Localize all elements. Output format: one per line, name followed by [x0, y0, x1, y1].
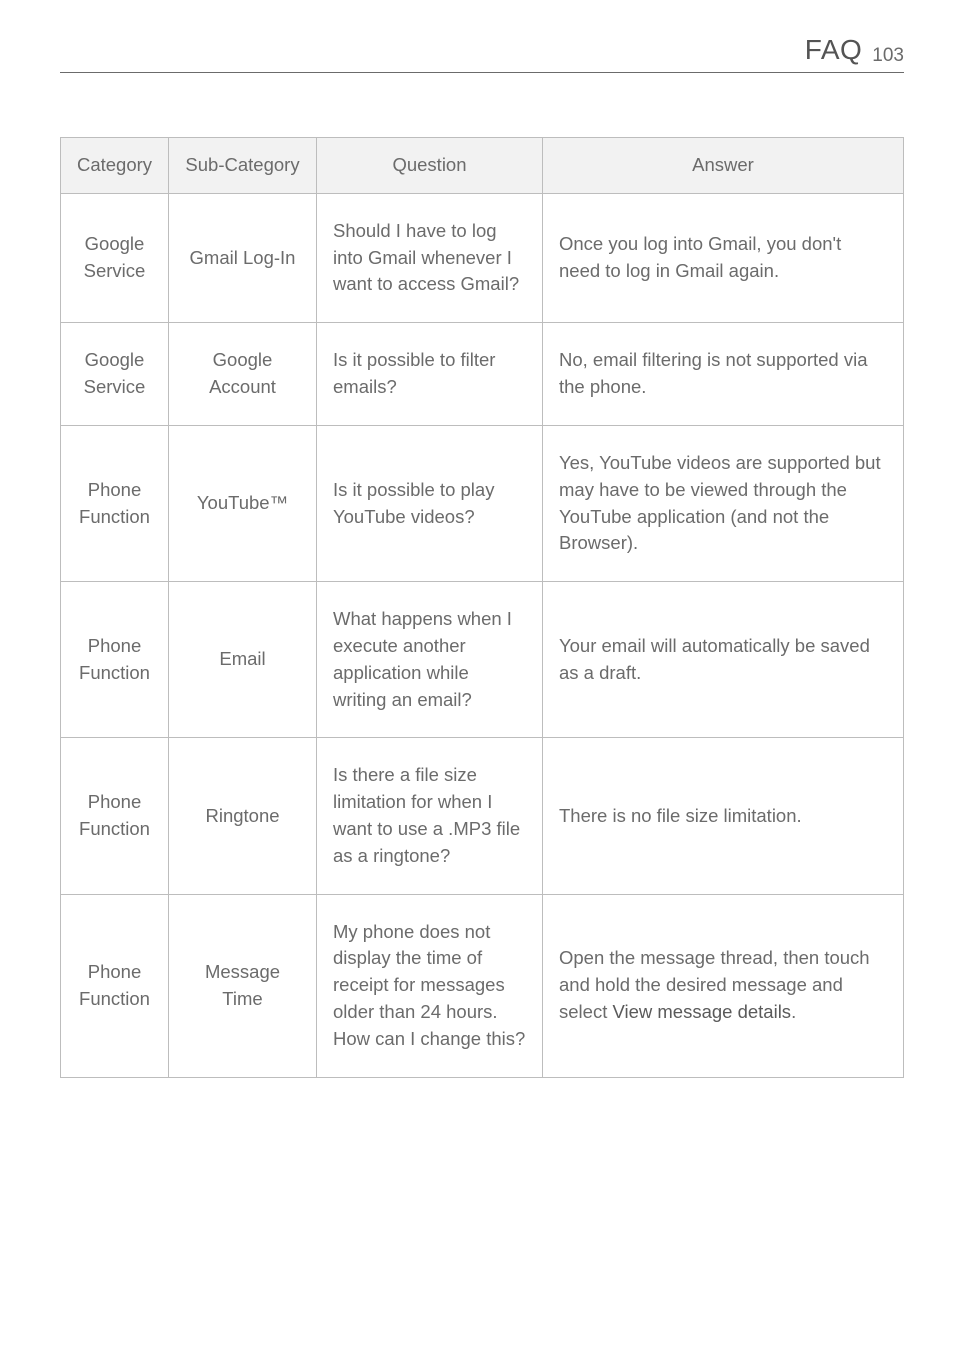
table-row: Phone Function Ringtone Is there a file …: [61, 738, 904, 894]
cell-subcategory: Google Account: [169, 323, 317, 426]
answer-text-post: .: [791, 1001, 796, 1022]
cell-category: Phone Function: [61, 894, 169, 1077]
cell-question: Is it possible to filter emails?: [317, 323, 543, 426]
cell-category: Google Service: [61, 323, 169, 426]
cell-category: Phone Function: [61, 738, 169, 894]
cell-category: Phone Function: [61, 425, 169, 581]
cell-question: What happens when I execute another appl…: [317, 582, 543, 738]
cell-question: My phone does not display the time of re…: [317, 894, 543, 1077]
cell-question: Is it possible to play YouTube videos?: [317, 425, 543, 581]
table-header-row: Category Sub-Category Question Answer: [61, 138, 904, 194]
cell-question: Is there a file size limitation for when…: [317, 738, 543, 894]
cell-answer: Your email will automatically be saved a…: [543, 582, 904, 738]
cell-subcategory: YouTube™: [169, 425, 317, 581]
cell-answer: No, email filtering is not supported via…: [543, 323, 904, 426]
table-row: Phone Function Email What happens when I…: [61, 582, 904, 738]
page-title: FAQ: [805, 34, 863, 66]
cell-answer: Once you log into Gmail, you don't need …: [543, 193, 904, 322]
col-header-category: Category: [61, 138, 169, 194]
cell-subcategory: Email: [169, 582, 317, 738]
cell-category: Google Service: [61, 193, 169, 322]
answer-text-bold: View message details: [612, 1001, 791, 1022]
cell-answer: Open the message thread, then touch and …: [543, 894, 904, 1077]
faq-table: Category Sub-Category Question Answer Go…: [60, 137, 904, 1078]
col-header-answer: Answer: [543, 138, 904, 194]
table-row: Phone Function Message Time My phone doe…: [61, 894, 904, 1077]
table-row: Phone Function YouTube™ Is it possible t…: [61, 425, 904, 581]
cell-subcategory: Gmail Log-In: [169, 193, 317, 322]
page-number: 103: [872, 45, 904, 67]
page: FAQ 103 Category Sub-Category Question A…: [0, 0, 954, 1372]
cell-question: Should I have to log into Gmail whenever…: [317, 193, 543, 322]
table-row: Google Service Gmail Log-In Should I hav…: [61, 193, 904, 322]
cell-subcategory: Ringtone: [169, 738, 317, 894]
cell-answer: Yes, YouTube videos are supported but ma…: [543, 425, 904, 581]
cell-category: Phone Function: [61, 582, 169, 738]
cell-subcategory: Message Time: [169, 894, 317, 1077]
table-row: Google Service Google Account Is it poss…: [61, 323, 904, 426]
faq-table-container: Category Sub-Category Question Answer Go…: [60, 137, 904, 1078]
col-header-subcategory: Sub-Category: [169, 138, 317, 194]
col-header-question: Question: [317, 138, 543, 194]
cell-answer: There is no file size limitation.: [543, 738, 904, 894]
header: FAQ 103: [60, 34, 904, 73]
